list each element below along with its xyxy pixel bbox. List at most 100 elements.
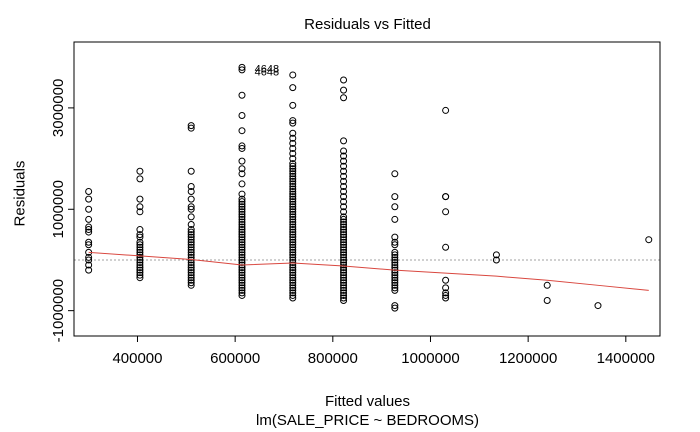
residual-point <box>340 231 348 239</box>
residual-point <box>238 190 246 198</box>
residual-point <box>238 157 246 165</box>
residual-point <box>289 162 297 170</box>
chart-subtitle: lm(SALE_PRICE ~ BEDROOMS) <box>256 412 479 429</box>
residual-point <box>340 223 348 231</box>
residual-point <box>340 182 348 190</box>
residual-point <box>340 261 348 269</box>
residual-point <box>187 276 195 284</box>
residual-point <box>340 274 348 282</box>
residual-point <box>136 226 144 234</box>
residual-point <box>289 284 297 292</box>
residual-point <box>136 259 144 266</box>
residual-point <box>136 269 144 277</box>
x-tick-label: 800000 <box>308 350 358 367</box>
residual-point <box>289 210 297 218</box>
residual-point <box>136 246 144 254</box>
residual-point <box>340 271 348 279</box>
residual-point <box>238 284 246 292</box>
residual-point <box>187 241 195 249</box>
residual-point <box>492 256 500 264</box>
residual-point <box>289 264 297 272</box>
residual-point <box>238 112 246 119</box>
residual-point <box>187 243 195 251</box>
residual-point <box>289 259 297 266</box>
residual-point <box>289 134 297 142</box>
residual-point <box>340 157 348 165</box>
residual-point <box>340 289 348 297</box>
residual-point <box>289 228 297 236</box>
residual-point <box>238 144 246 152</box>
residual-point <box>340 286 348 294</box>
residual-point <box>391 238 399 246</box>
residual-point <box>187 188 195 196</box>
residual-point <box>442 276 450 284</box>
residual-point <box>238 63 246 71</box>
residual-point <box>391 261 399 269</box>
residual-point <box>289 117 297 125</box>
residual-point <box>187 231 195 239</box>
residual-point <box>289 226 297 234</box>
residual-point <box>289 84 297 92</box>
residual-point <box>136 231 144 239</box>
residual-point <box>289 241 297 249</box>
residual-point <box>391 286 399 294</box>
residual-point <box>391 193 399 201</box>
residual-point <box>442 193 450 201</box>
residual-point <box>289 193 297 201</box>
residual-point <box>238 236 246 244</box>
residual-point <box>391 302 399 310</box>
chart-title: Residuals vs Fitted <box>304 16 431 33</box>
residual-point <box>187 167 195 175</box>
residual-point <box>340 226 348 234</box>
residual-point <box>289 271 297 279</box>
residual-point <box>187 195 195 203</box>
residual-point <box>85 228 93 236</box>
residual-point <box>238 238 246 246</box>
outlier-label: 4648 <box>255 63 279 75</box>
residual-point <box>187 264 195 272</box>
residual-point <box>136 264 144 272</box>
residual-point <box>187 281 195 289</box>
residual-point <box>442 291 450 299</box>
smoothed-trend-line <box>88 251 649 291</box>
residual-point <box>340 246 348 254</box>
residual-point <box>289 165 297 173</box>
residual-point <box>238 231 246 239</box>
residual-point <box>187 261 195 269</box>
residual-point <box>391 276 399 284</box>
residual-point <box>187 124 195 132</box>
residual-point <box>238 142 246 150</box>
residual-point <box>289 213 297 221</box>
residual-point <box>594 302 602 310</box>
residual-point <box>340 241 348 249</box>
residual-point <box>187 236 195 244</box>
residual-point <box>187 246 195 254</box>
residual-point <box>289 246 297 254</box>
residual-point <box>289 248 297 256</box>
x-tick-label: 600000 <box>210 350 260 367</box>
residual-point <box>340 167 348 175</box>
residual-point <box>289 155 297 163</box>
residual-point <box>340 253 348 261</box>
residual-point <box>238 180 246 188</box>
residual-point <box>289 274 297 282</box>
residual-point <box>340 243 348 251</box>
residual-point <box>289 238 297 246</box>
residual-point <box>187 226 195 234</box>
residual-point <box>340 137 348 145</box>
residual-point <box>340 86 348 94</box>
residual-point <box>238 220 246 228</box>
residual-point <box>136 253 144 261</box>
residual-point <box>289 269 297 277</box>
residual-point <box>238 223 246 231</box>
residual-point <box>289 144 297 152</box>
residual-point <box>289 182 297 190</box>
residual-point <box>340 256 348 264</box>
residual-point <box>238 233 246 241</box>
residual-point <box>289 150 297 158</box>
residual-point <box>187 233 195 241</box>
residual-point <box>289 139 297 147</box>
residual-point <box>289 203 297 211</box>
residual-point <box>85 195 93 203</box>
residual-point <box>340 291 348 299</box>
